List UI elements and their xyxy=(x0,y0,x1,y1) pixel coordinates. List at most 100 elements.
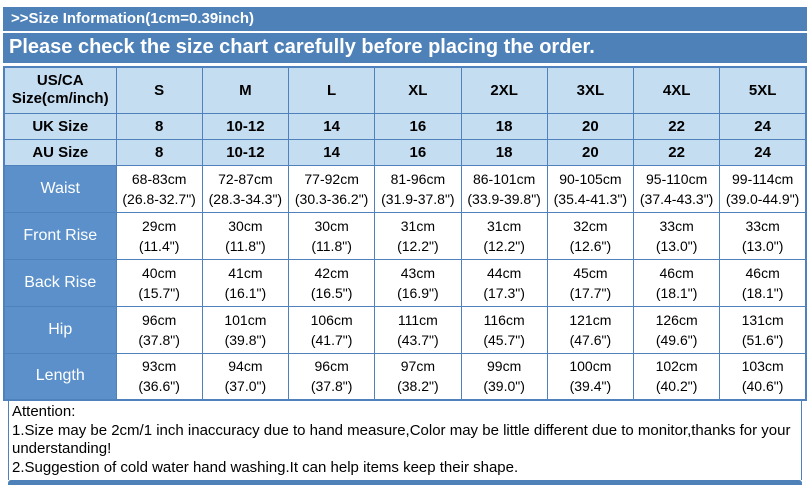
measure-cm: 31cm xyxy=(400,217,435,234)
measure-cell: 101cm (39.8") xyxy=(201,305,290,354)
measure-cell: 97cm (38.2") xyxy=(374,352,462,401)
measure-cm: 77-92cm xyxy=(304,170,359,187)
measure-cm: 81-96cm xyxy=(390,170,446,187)
size-value-cell: 18 xyxy=(460,112,548,140)
size-value-cell: 14 xyxy=(287,112,376,140)
measure-cell: 116cm (45.7") xyxy=(460,305,548,354)
measure-cm: 103cm xyxy=(741,358,784,375)
measure-inch: (35.4-41.3") xyxy=(553,190,628,207)
measure-inch: (26.8-32.7") xyxy=(122,190,196,207)
size-value-cell: 24 xyxy=(719,112,807,140)
column-header-s: S xyxy=(115,66,203,114)
measure-inch: (13.0") xyxy=(741,237,784,254)
measure-inch: (38.2") xyxy=(397,378,439,395)
measure-cm: 97cm xyxy=(400,358,435,375)
measure-inch: (11.4") xyxy=(138,237,180,254)
column-header-xl: XL xyxy=(374,66,462,114)
row-label: Back Rise xyxy=(3,258,117,307)
measure-cm: 44cm xyxy=(487,264,522,281)
measure-inch: (39.0") xyxy=(483,378,525,395)
measure-cell: 106cm (41.7") xyxy=(287,305,376,354)
size-value-cell: 10-12 xyxy=(201,112,290,140)
size-value-cell: 20 xyxy=(546,138,635,166)
attention-note-2: 2.Suggestion of cold water hand washing.… xyxy=(12,458,519,476)
measure-inch: (39.8") xyxy=(224,331,267,348)
attention-title: Attention: xyxy=(12,403,76,420)
size-value-cell: 22 xyxy=(632,138,721,166)
measure-cm: 106cm xyxy=(310,311,353,328)
measure-inch: (41.7") xyxy=(310,331,353,348)
corner-header-line: Size(cm/inch) xyxy=(11,90,109,108)
size-chart-notice: Please check the size chart carefully be… xyxy=(3,33,807,63)
measure-cell: 131cm (51.6") xyxy=(719,305,807,354)
measure-inch: (18.1") xyxy=(655,284,698,301)
measure-cell: 68-83cm (26.8-32.7") xyxy=(115,164,203,213)
column-header-m: M xyxy=(201,66,290,114)
measure-cell: 30cm (11.8") xyxy=(287,211,376,260)
measure-inch: (49.6") xyxy=(655,331,698,348)
measure-cm: 45cm xyxy=(573,264,608,281)
measure-cell: 121cm (47.6") xyxy=(546,305,635,354)
measure-inch: (16.1") xyxy=(224,284,267,301)
measure-cm: 30cm xyxy=(314,217,349,234)
measure-cell: 93cm (36.6") xyxy=(115,352,203,401)
measure-cell: 46cm (18.1") xyxy=(632,258,721,307)
size-value-cell: 16 xyxy=(374,112,462,140)
measure-cell: 77-92cm (30.3-36.2") xyxy=(287,164,376,213)
attention-section: Attention: 1.Size may be 2cm/1 inch inac… xyxy=(8,401,802,480)
measure-cm: 41cm xyxy=(228,264,263,281)
measure-inch: (43.7") xyxy=(397,331,439,348)
measure-cm: 99cm xyxy=(487,358,522,375)
table-row-waist: Waist 68-83cm (26.8-32.7") 72-87cm (28.3-34.… xyxy=(3,164,807,213)
measure-inch: (39.0-44.9") xyxy=(725,190,800,207)
table-row-back-rise: Back Rise 40cm (15.7") 41cm (16.1") 42cm (16.5… xyxy=(3,258,807,307)
measure-inch: (12.2") xyxy=(397,237,439,254)
measure-cell: 40cm (15.7") xyxy=(115,258,203,307)
corner-header: US/CA Size(cm/inch) xyxy=(3,66,117,114)
measure-cell: 46cm (18.1") xyxy=(719,258,807,307)
measure-inch: (28.3-34.3") xyxy=(208,190,283,207)
measure-cm: 100cm xyxy=(569,358,612,375)
measure-cell: 43cm (16.9") xyxy=(374,258,462,307)
cropped-section-bar xyxy=(8,480,802,485)
size-value-cell: 18 xyxy=(460,138,548,166)
measure-inch: (17.3") xyxy=(483,284,525,301)
measure-inch: (11.8") xyxy=(225,237,266,254)
attention-note-1: 1.Size may be 2cm/1 inch inaccuracy due … xyxy=(12,421,791,458)
measure-inch: (30.3-36.2") xyxy=(294,190,369,207)
measure-cm: 111cm xyxy=(397,311,438,328)
measure-cm: 96cm xyxy=(314,358,349,375)
measure-cm: 90-105cm xyxy=(559,170,622,187)
measure-cell: 96cm (37.8") xyxy=(287,352,376,401)
measure-inch: (33.9-39.8") xyxy=(467,190,541,207)
row-label: Waist xyxy=(3,164,117,213)
measure-cell: 31cm (12.2") xyxy=(374,211,462,260)
size-value-cell: 14 xyxy=(287,138,376,166)
measure-inch: (37.0") xyxy=(224,378,267,395)
measure-cm: 46cm xyxy=(745,264,780,281)
measure-cell: 95-110cm (37.4-43.3") xyxy=(632,164,721,213)
measure-cm: 30cm xyxy=(228,217,263,234)
measure-cm: 95-110cm xyxy=(646,170,708,187)
size-value-cell: 10-12 xyxy=(201,138,290,166)
measure-cm: 126cm xyxy=(655,311,698,328)
corner-header-line: US/CA xyxy=(36,72,84,90)
measure-cell: 103cm (40.6") xyxy=(719,352,807,401)
measure-cm: 46cm xyxy=(659,264,694,281)
table-header-row: US/CA Size(cm/inch) S M L XL 2XL 3XL 4XL 5XL xyxy=(3,66,807,114)
measure-inch: (47.6") xyxy=(569,331,612,348)
measure-inch: (12.6") xyxy=(569,237,612,254)
measure-cm: 102cm xyxy=(655,358,698,375)
measure-cell: 99-114cm (39.0-44.9") xyxy=(719,164,807,213)
measure-cell: 86-101cm (33.9-39.8") xyxy=(460,164,548,213)
measure-inch: (40.2") xyxy=(655,378,698,395)
measure-cm: 42cm xyxy=(314,264,349,281)
measure-cm: 40cm xyxy=(142,264,177,281)
measure-inch: (17.7") xyxy=(569,284,612,301)
measure-inch: (36.6") xyxy=(138,378,180,395)
table-row-au-size: AU Size 8 10-12 14 16 18 20 22 24 xyxy=(3,138,807,166)
measure-inch: (15.7") xyxy=(138,284,180,301)
measure-cm: 29cm xyxy=(142,217,177,234)
column-header-2xl: 2XL xyxy=(460,66,548,114)
measure-inch: (31.9-37.8") xyxy=(381,190,455,207)
